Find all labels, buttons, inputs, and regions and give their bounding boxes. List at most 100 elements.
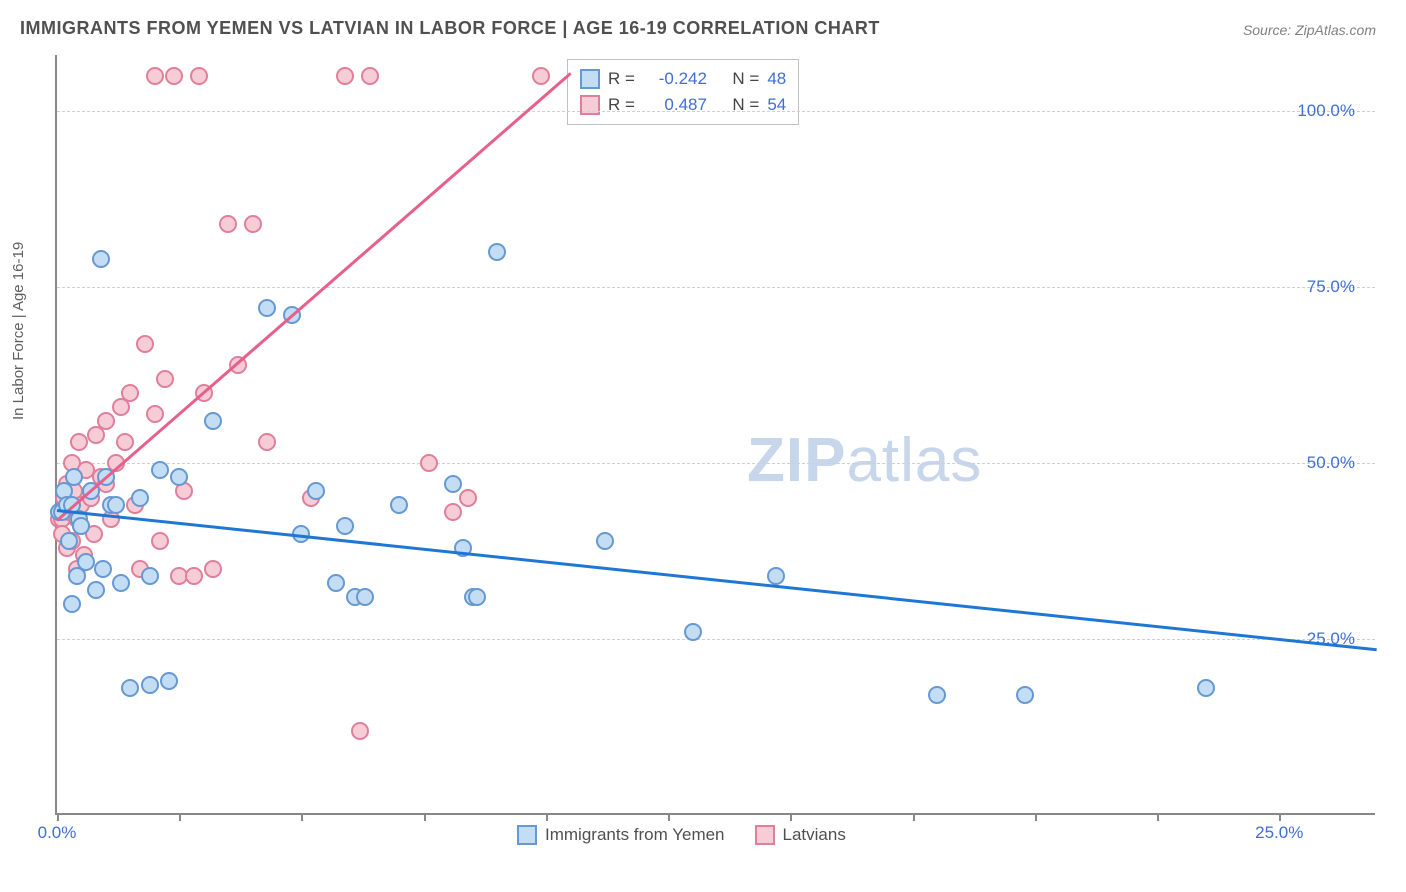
watermark-rest: atlas	[846, 426, 982, 495]
data-point-yemen	[307, 482, 325, 500]
data-point-yemen	[92, 250, 110, 268]
y-tick-label: 50.0%	[1307, 453, 1355, 473]
legend-label-latvians: Latvians	[783, 825, 846, 845]
legend-swatch-latvians	[755, 825, 775, 845]
data-point-latvians	[146, 67, 164, 85]
y-axis-label: In Labor Force | Age 16-19	[10, 242, 27, 420]
legend-swatch-yemen	[517, 825, 537, 845]
data-point-latvians	[459, 489, 477, 507]
data-point-yemen	[63, 595, 81, 613]
data-point-latvians	[351, 722, 369, 740]
data-point-latvians	[190, 67, 208, 85]
legend-row-latvians: R = 0.487 N = 54	[580, 92, 786, 118]
n-value-yemen: 48	[767, 66, 786, 92]
data-point-yemen	[488, 243, 506, 261]
data-point-yemen	[170, 468, 188, 486]
data-point-latvians	[121, 384, 139, 402]
trend-line-latvians	[56, 73, 571, 522]
data-point-yemen	[684, 623, 702, 641]
x-tick	[179, 813, 181, 821]
chart-title: IMMIGRANTS FROM YEMEN VS LATVIAN IN LABO…	[20, 18, 880, 39]
x-tick	[301, 813, 303, 821]
legend-label-yemen: Immigrants from Yemen	[545, 825, 725, 845]
n-value-latvians: 54	[767, 92, 786, 118]
data-point-yemen	[72, 517, 90, 535]
x-tick	[1157, 813, 1159, 821]
data-point-latvians	[136, 335, 154, 353]
data-point-yemen	[390, 496, 408, 514]
correlation-legend: R = -0.242 N = 48 R = 0.487 N = 54	[567, 59, 799, 125]
data-point-yemen	[444, 475, 462, 493]
legend-swatch-yemen	[580, 69, 600, 89]
data-point-yemen	[767, 567, 785, 585]
data-point-yemen	[121, 679, 139, 697]
data-point-yemen	[204, 412, 222, 430]
x-tick	[1035, 813, 1037, 821]
data-point-latvians	[219, 215, 237, 233]
data-point-yemen	[107, 496, 125, 514]
legend-row-yemen: R = -0.242 N = 48	[580, 66, 786, 92]
data-point-yemen	[87, 581, 105, 599]
data-point-yemen	[94, 560, 112, 578]
data-point-yemen	[131, 489, 149, 507]
data-point-yemen	[596, 532, 614, 550]
y-tick-label: 100.0%	[1297, 101, 1355, 121]
y-tick-label: 75.0%	[1307, 277, 1355, 297]
r-label: R =	[608, 66, 635, 92]
data-point-yemen	[468, 588, 486, 606]
legend-item-yemen: Immigrants from Yemen	[517, 825, 725, 845]
data-point-latvians	[97, 412, 115, 430]
data-point-yemen	[60, 532, 78, 550]
x-tick	[668, 813, 670, 821]
data-point-yemen	[112, 574, 130, 592]
data-point-yemen	[928, 686, 946, 704]
data-point-latvians	[336, 67, 354, 85]
data-point-latvians	[165, 67, 183, 85]
x-tick	[1279, 813, 1281, 821]
trend-line-yemen	[57, 509, 1377, 651]
data-point-yemen	[160, 672, 178, 690]
data-point-latvians	[204, 560, 222, 578]
data-point-yemen	[327, 574, 345, 592]
series-legend: Immigrants from Yemen Latvians	[517, 825, 846, 845]
data-point-latvians	[258, 433, 276, 451]
data-point-latvians	[185, 567, 203, 585]
data-point-yemen	[141, 567, 159, 585]
r-label: R =	[608, 92, 635, 118]
x-tick-label: 25.0%	[1255, 823, 1303, 843]
data-point-yemen	[65, 468, 83, 486]
data-point-latvians	[156, 370, 174, 388]
r-value-latvians: 0.487	[643, 92, 707, 118]
x-tick-label: 0.0%	[38, 823, 77, 843]
scatter-chart: ZIPatlas R = -0.242 N = 48 R = 0.487 N =…	[55, 55, 1375, 815]
x-tick	[913, 813, 915, 821]
data-point-latvians	[244, 215, 262, 233]
data-point-yemen	[356, 588, 374, 606]
data-point-yemen	[1016, 686, 1034, 704]
data-point-yemen	[336, 517, 354, 535]
watermark: ZIPatlas	[747, 425, 982, 496]
n-label: N =	[732, 92, 759, 118]
data-point-yemen	[258, 299, 276, 317]
gridline-horizontal	[57, 463, 1375, 464]
data-point-latvians	[444, 503, 462, 521]
gridline-horizontal	[57, 111, 1375, 112]
source-credit: Source: ZipAtlas.com	[1243, 22, 1376, 38]
data-point-latvians	[116, 433, 134, 451]
data-point-latvians	[420, 454, 438, 472]
legend-item-latvians: Latvians	[755, 825, 846, 845]
x-tick	[546, 813, 548, 821]
n-label: N =	[732, 66, 759, 92]
data-point-yemen	[77, 553, 95, 571]
data-point-latvians	[151, 532, 169, 550]
gridline-horizontal	[57, 287, 1375, 288]
gridline-horizontal	[57, 639, 1375, 640]
data-point-yemen	[1197, 679, 1215, 697]
r-value-yemen: -0.242	[643, 66, 707, 92]
watermark-bold: ZIP	[747, 426, 846, 495]
data-point-latvians	[532, 67, 550, 85]
data-point-latvians	[70, 433, 88, 451]
data-point-yemen	[151, 461, 169, 479]
x-tick	[424, 813, 426, 821]
x-tick	[790, 813, 792, 821]
